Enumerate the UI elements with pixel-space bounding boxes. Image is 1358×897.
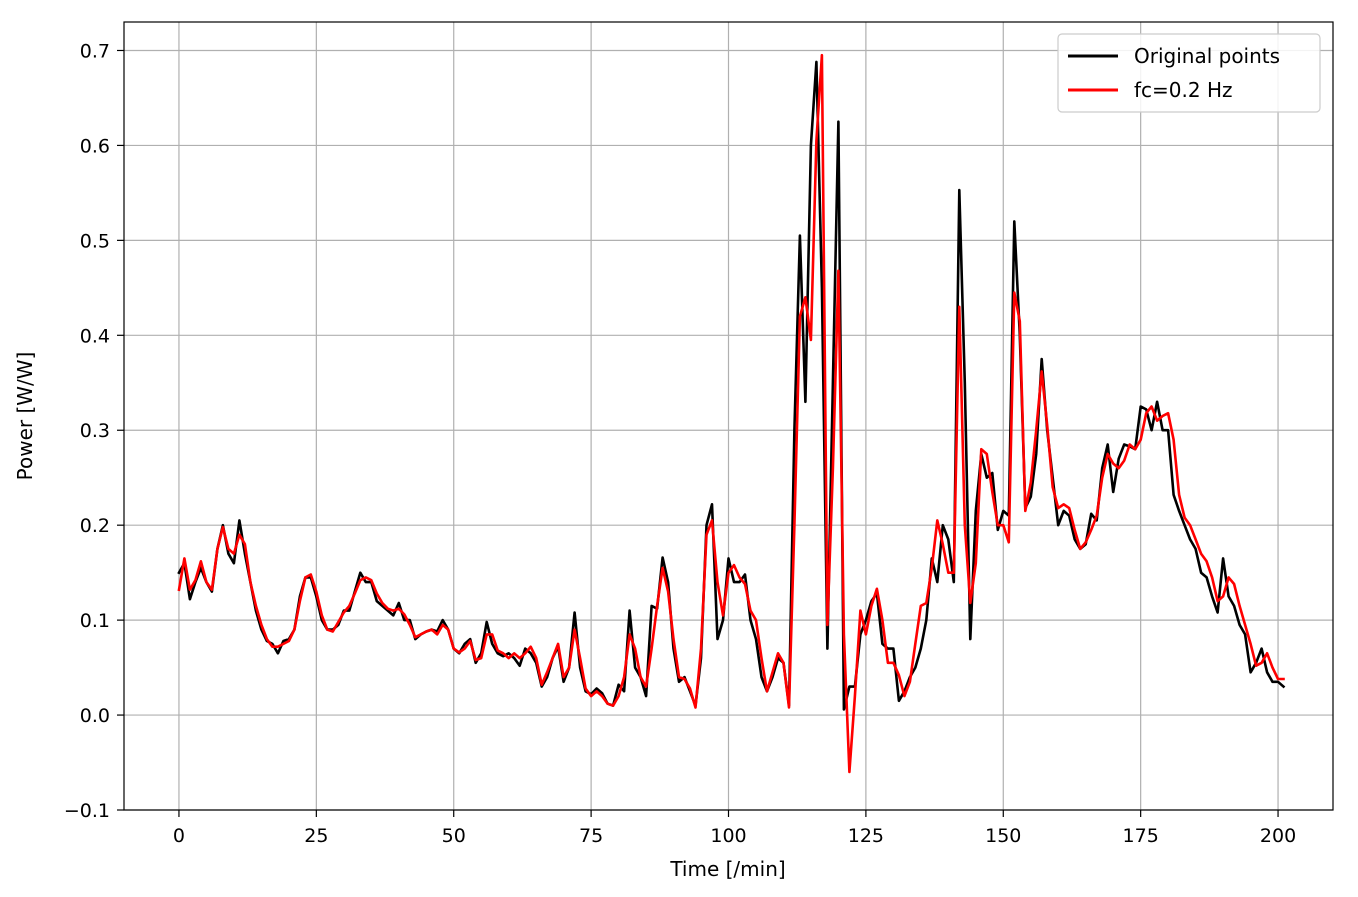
x-tick-label: 25 (304, 825, 328, 847)
x-axis-ticks: 0 25 50 75 100 125 150 175 200 (173, 810, 1296, 847)
legend: Original points fc=0.2 Hz (1057, 33, 1321, 113)
x-tick-label: 175 (1123, 825, 1159, 847)
y-axis-ticks: −0.1 0.0 0.1 0.2 0.3 0.4 0.5 0.6 0.7 (64, 40, 124, 822)
legend-label-original-points: Original points (1134, 44, 1280, 68)
x-axis-label: Time [/min] (669, 857, 785, 881)
y-tick-label: −0.1 (64, 800, 110, 822)
x-tick-label: 0 (173, 825, 185, 847)
y-tick-label: 0.6 (80, 135, 110, 157)
series-line-filtered (177, 53, 1285, 774)
legend-label-filtered: fc=0.2 Hz (1134, 78, 1233, 102)
y-axis-label: Power [W/W] (13, 352, 37, 481)
x-tick-label: 150 (985, 825, 1021, 847)
x-tick-label: 100 (710, 825, 746, 847)
x-tick-label: 50 (442, 825, 466, 847)
y-tick-label: 0.5 (80, 230, 110, 252)
legend-frame (1057, 33, 1321, 113)
series-layer (177, 53, 1286, 774)
y-tick-label: 0.2 (80, 515, 110, 537)
y-tick-label: 0.1 (80, 610, 110, 632)
x-tick-label: 125 (848, 825, 884, 847)
x-tick-label: 75 (579, 825, 603, 847)
x-tick-label: 200 (1260, 825, 1296, 847)
y-tick-label: 0.3 (80, 420, 110, 442)
y-tick-label: 0.7 (80, 40, 110, 62)
y-tick-label: 0.0 (80, 705, 110, 727)
y-tick-label: 0.4 (80, 325, 110, 347)
